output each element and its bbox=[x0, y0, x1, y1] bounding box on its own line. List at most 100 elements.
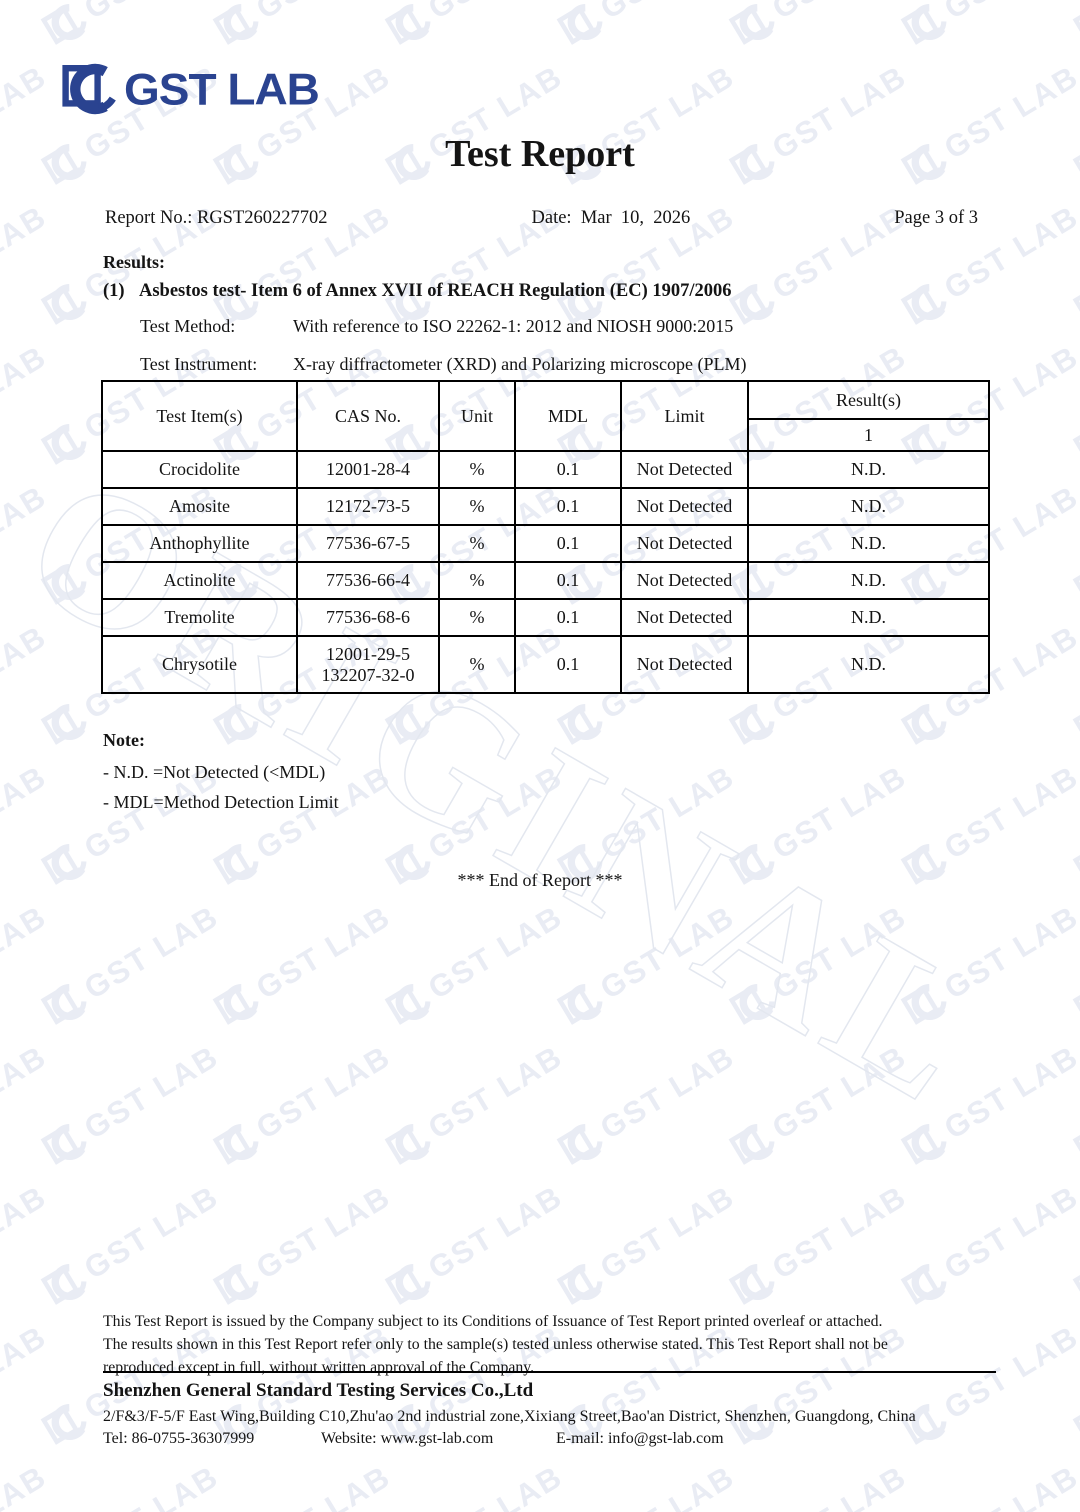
watermark-tile: GST LAB bbox=[38, 0, 226, 51]
table-cell: Not Detected bbox=[620, 635, 749, 694]
watermark-tile: GST LAB bbox=[0, 0, 54, 51]
table-cell: N.D. bbox=[747, 487, 990, 526]
table-row: Anthophyllite 77536-67-5% 0.1 Not Detected N… bbox=[101, 524, 990, 563]
table-cell: 12001-29-5 132207-32-0 bbox=[296, 635, 440, 694]
table-cell: 0.1 bbox=[514, 487, 622, 526]
gst-lab-logo-icon bbox=[212, 704, 259, 745]
table-cell: 12172-73-5 bbox=[296, 487, 440, 526]
gst-lab-logo-icon bbox=[728, 284, 775, 325]
watermark-tile: GST LAB bbox=[382, 898, 570, 1032]
watermark-tile: GST LAB bbox=[1070, 478, 1080, 612]
test-instrument-value: X-ray diffractometer (XRD) and Polarizin… bbox=[293, 354, 747, 374]
watermark-text: GST LAB bbox=[766, 0, 913, 27]
watermark-text: GST LAB bbox=[766, 1038, 913, 1146]
watermark-text: GST LAB bbox=[0, 1178, 53, 1286]
table-cell: Not Detected bbox=[620, 524, 749, 563]
company-email: E-mail: info@gst-lab.com bbox=[556, 1430, 724, 1447]
gst-lab-logo-icon bbox=[40, 984, 87, 1025]
test-instrument-label: Test Instrument: bbox=[140, 354, 258, 374]
company-website: Website: www.gst-lab.com bbox=[321, 1430, 494, 1447]
watermark-text: GST LAB bbox=[78, 0, 225, 27]
watermark-text: GST LAB bbox=[422, 898, 569, 1006]
table-row: Chrysotile 12001-29-5 132207-32-0% 0.1 Not D… bbox=[101, 635, 990, 694]
table-cell: Not Detected bbox=[620, 598, 749, 637]
disclaimer: This Test Report is issued by the Compan… bbox=[103, 1310, 943, 1379]
watermark-tile: GST LAB bbox=[382, 0, 570, 51]
table-row: Crocidolite 12001-28-4% 0.1 Not Detected N.D… bbox=[101, 450, 990, 489]
gst-lab-logo-icon bbox=[40, 424, 87, 465]
table-cell: 0.1 bbox=[514, 635, 622, 694]
watermark-tile: GST LAB bbox=[0, 1178, 54, 1312]
results-heading: Results: bbox=[103, 252, 165, 272]
text-line: - N.D. =Not Detected (<MDL) bbox=[103, 762, 326, 782]
table-cell: % bbox=[438, 635, 516, 694]
watermark-tile: GST LAB bbox=[726, 1038, 914, 1172]
item-title: Asbestos test- Item 6 of Annex XVII of R… bbox=[139, 281, 732, 301]
test-instrument-row: Test Instrument: X-ray diffractometer (XR… bbox=[140, 354, 747, 375]
watermark-tile: GST LAB bbox=[210, 898, 398, 1032]
watermark-tile: GST LAB bbox=[382, 1178, 570, 1312]
text-line: reproduced except in full, without writt… bbox=[103, 1359, 535, 1376]
gst-lab-logo-icon bbox=[900, 284, 947, 325]
table-cell: Chrysotile bbox=[101, 635, 298, 694]
table-cell: N.D. bbox=[747, 450, 990, 489]
watermark-text: GST LAB bbox=[422, 1038, 569, 1146]
gst-lab-logo-icon bbox=[40, 564, 87, 605]
gst-lab-logo-icon bbox=[212, 4, 259, 45]
gst-lab-logo-icon bbox=[40, 1404, 87, 1445]
watermark-tile: GST LAB bbox=[898, 1458, 1080, 1512]
table-cell: 0.1 bbox=[514, 524, 622, 563]
watermark-tile: GST LAB bbox=[1070, 198, 1080, 332]
watermark-text: GST LAB bbox=[0, 478, 53, 586]
table-cell: N.D. bbox=[747, 524, 990, 563]
watermark-text: GST LAB bbox=[250, 1038, 397, 1146]
watermark-text: GST LAB bbox=[0, 1038, 53, 1146]
watermark-text: GST LAB bbox=[0, 618, 53, 726]
test-method-label: Test Method: bbox=[140, 316, 236, 336]
watermark-text: GST LAB bbox=[250, 1459, 397, 1512]
company-address: 2/F&3/F-5/F East Wing,Building C10,Zhu'a… bbox=[103, 1408, 916, 1425]
table-cell: % bbox=[438, 487, 516, 526]
watermark-text: GST LAB bbox=[938, 1459, 1080, 1512]
report-number: Report No.: RGST260227702 bbox=[105, 208, 328, 228]
watermark-tile: GST LAB bbox=[210, 1178, 398, 1312]
watermark-tile: GST LAB bbox=[0, 198, 54, 332]
table-cell: N.D. bbox=[747, 598, 990, 637]
watermark-text: GST LAB bbox=[594, 1038, 741, 1146]
company-tel: Tel: 86-0755-36307999 bbox=[103, 1430, 255, 1447]
table-cell: N.D. bbox=[747, 635, 990, 694]
watermark-tile: GST LAB bbox=[38, 898, 226, 1032]
watermark-text: GST LAB bbox=[594, 0, 741, 27]
watermark-tile: GST LAB bbox=[0, 1038, 54, 1172]
gst-lab-logo-icon bbox=[40, 4, 87, 45]
gst-lab-logo-icon bbox=[212, 1124, 259, 1165]
watermark-tile: GST LAB bbox=[898, 0, 1080, 51]
results-table-head: Test Item(s) CAS No. Unit MDL Limit Resu… bbox=[101, 380, 990, 452]
watermark-tile: GST LAB bbox=[726, 898, 914, 1032]
table-cell: Tremolite bbox=[101, 598, 298, 637]
watermark-tile: GST LAB bbox=[1070, 1178, 1080, 1312]
gst-lab-logo-icon bbox=[728, 704, 775, 745]
gst-lab-logo-icon bbox=[384, 4, 431, 45]
watermark-tile: GST LAB bbox=[898, 1178, 1080, 1312]
table-cell: % bbox=[438, 561, 516, 600]
watermark-text: GST LAB bbox=[938, 758, 1080, 866]
company-contact-row: Tel: 86-0755-36307999 Website: www.gst-l… bbox=[103, 1430, 724, 1448]
table-cell: Actinolite bbox=[101, 561, 298, 600]
results-table: Test Item(s) CAS No. Unit MDL Limit Resu… bbox=[101, 380, 990, 694]
watermark-tile: GST LAB bbox=[38, 1458, 226, 1512]
watermark-tile: GST LAB bbox=[726, 1458, 914, 1512]
table-cell: Not Detected bbox=[620, 487, 749, 526]
col-header-result-sub: 1 bbox=[747, 418, 990, 452]
gst-lab-logo-icon bbox=[40, 1124, 87, 1165]
table-cell: Amosite bbox=[101, 487, 298, 526]
watermark-tile: GST LAB bbox=[1070, 0, 1080, 51]
watermark-text: GST LAB bbox=[0, 1318, 53, 1426]
col-header-results: Result(s) bbox=[747, 380, 990, 420]
gst-lab-logo-icon bbox=[900, 1124, 947, 1165]
gst-lab-logo-text: GST LAB bbox=[124, 64, 320, 114]
table-cell: Not Detected bbox=[620, 450, 749, 489]
watermark-text: GST LAB bbox=[594, 898, 741, 1006]
table-row: Actinolite 77536-66-4% 0.1 Not Detected N.D. bbox=[101, 561, 990, 600]
watermark-tile: GST LAB bbox=[898, 1038, 1080, 1172]
